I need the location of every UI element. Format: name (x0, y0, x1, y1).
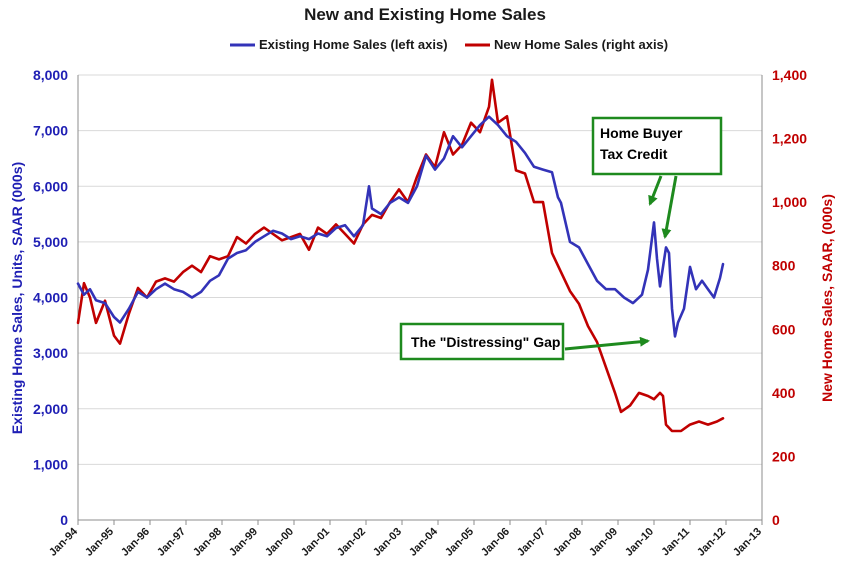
y-right-tick-label: 800 (772, 258, 796, 274)
x-tick-label: Jan-12 (695, 526, 728, 559)
x-tick-label: Jan-10 (623, 526, 656, 559)
legend-label-existing: Existing Home Sales (left axis) (259, 37, 448, 52)
y-right-tick-label: 0 (772, 512, 780, 528)
y-left-tick-label: 5,000 (33, 234, 68, 250)
legend-label-new: New Home Sales (right axis) (494, 37, 668, 52)
series-layer (76, 78, 725, 433)
y-axis-left-label: Existing Home Sales, Units, SAAR (000s) (9, 162, 25, 434)
y-right-tick-label: 400 (772, 385, 796, 401)
annotation-arrow-1 (648, 175, 663, 206)
y-left-tick-label: 4,000 (33, 290, 68, 306)
y-left-tick-label: 3,000 (33, 345, 68, 361)
annotation-gap-text: The "Distressing" Gap (411, 334, 560, 350)
x-axis-ticks: Jan-94 Jan-95 Jan-96 Jan-97 Jan-98 Jan-99 Jan-… (47, 520, 764, 559)
x-tick-label: Jan-97 (155, 526, 188, 559)
annotation-gap: The "Distressing" Gap (399, 322, 650, 361)
x-tick-label: Jan-95 (83, 526, 116, 559)
y-left-tick-label: 0 (60, 512, 68, 528)
annotation-line-2: Tax Credit (600, 146, 668, 162)
annotation-tax-credit: Home Buyer Tax Credit (591, 116, 723, 239)
annotation-line-1: Home Buyer (600, 125, 683, 141)
annotation-arrow-gap (564, 336, 650, 351)
y-left-tick-label: 1,000 (33, 456, 68, 472)
y-right-tick-label: 1,200 (772, 131, 807, 147)
chart-title: New and Existing Home Sales (304, 5, 546, 24)
x-tick-label: Jan-98 (191, 526, 224, 559)
y-right-tick-label: 1,000 (772, 194, 807, 210)
series-line-existing-home-sales (76, 115, 725, 338)
x-tick-label: Jan-11 (659, 526, 692, 559)
y-left-tick-label: 6,000 (33, 178, 68, 194)
y-axis-right-label: New Home Sales, SAAR, (000s) (819, 194, 835, 402)
y-right-tick-label: 600 (772, 321, 796, 337)
x-tick-label: Jan-94 (47, 525, 81, 559)
axes (77, 75, 763, 521)
x-tick-label: Jan-07 (515, 526, 548, 559)
x-tick-label: Jan-08 (551, 526, 584, 559)
y-left-tick-label: 8,000 (33, 67, 68, 83)
x-tick-label: Jan-99 (227, 526, 260, 559)
x-tick-label: Jan-02 (335, 526, 368, 559)
y-right-tick-label: 1,400 (772, 67, 807, 83)
x-tick-label: Jan-13 (731, 526, 764, 559)
y-axis-left-ticks: 0 1,000 2,000 3,000 4,000 5,000 6,000 7,000 8,00… (33, 67, 68, 528)
x-tick-label: Jan-09 (587, 526, 620, 559)
annotation-box-gap (399, 322, 565, 361)
series-line-new-home-sales (76, 78, 725, 433)
annotation-box-tax-credit (591, 116, 723, 176)
y-left-tick-label: 2,000 (33, 401, 68, 417)
x-tick-label: Jan-00 (263, 526, 296, 559)
x-tick-label: Jan-96 (119, 526, 152, 559)
x-tick-label: Jan-01 (299, 526, 332, 559)
x-tick-label: Jan-06 (479, 526, 512, 559)
annotation-arrow-2 (661, 175, 678, 239)
x-tick-label: Jan-05 (443, 526, 476, 559)
y-right-tick-label: 200 (772, 448, 796, 464)
legend: Existing Home Sales (left axis) New Home… (230, 37, 668, 52)
y-left-tick-label: 7,000 (33, 123, 68, 139)
y-axis-right-ticks: 0 200 400 600 800 1,000 1,200 1,400 (772, 67, 807, 528)
x-tick-label: Jan-03 (371, 526, 404, 559)
x-tick-label: Jan-04 (407, 525, 441, 559)
